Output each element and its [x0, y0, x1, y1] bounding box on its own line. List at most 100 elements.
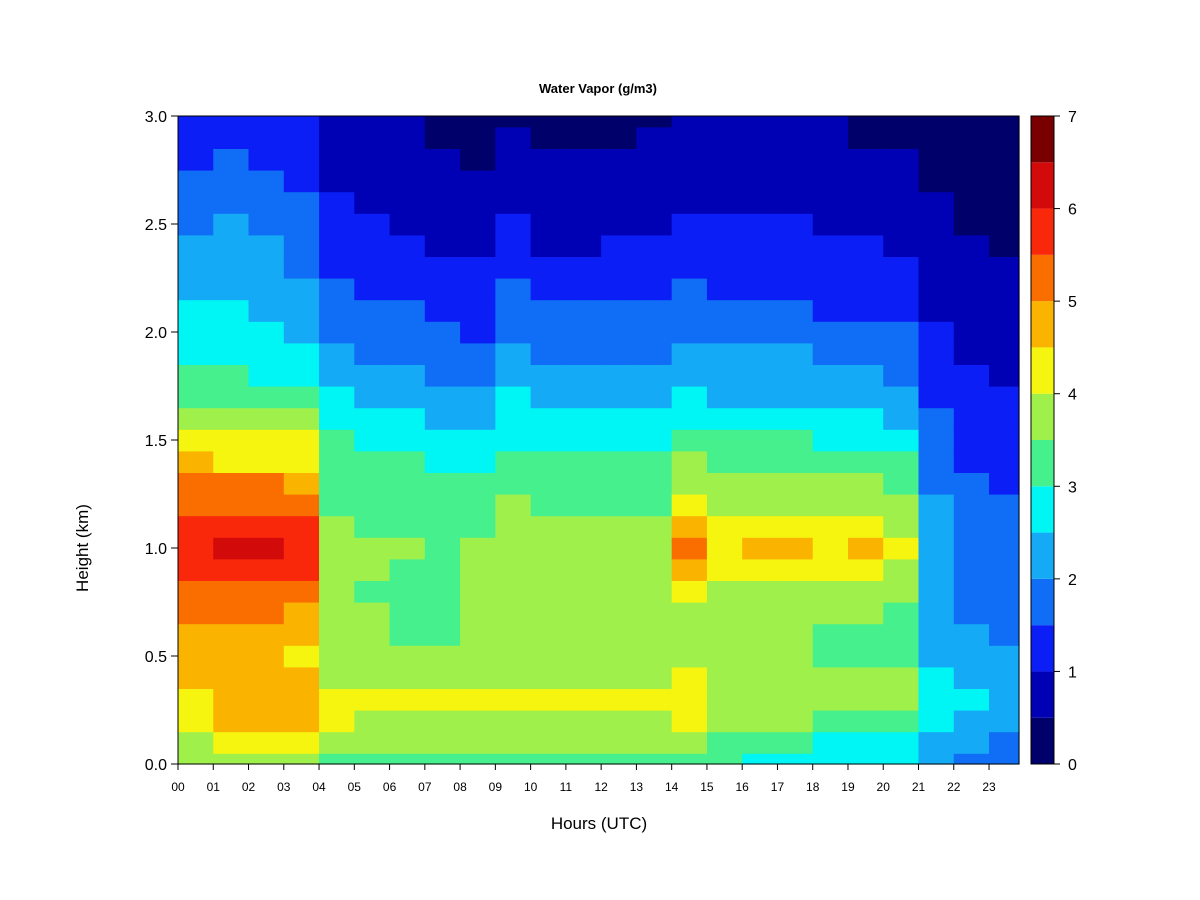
heatmap-cell [601, 170, 637, 193]
heatmap-cell [847, 386, 884, 409]
heatmap-cell [565, 429, 602, 452]
x-tick-label: 05 [348, 780, 362, 794]
heatmap-cell [601, 126, 637, 149]
heatmap-cell [777, 191, 814, 214]
heatmap-cell [248, 213, 285, 236]
heatmap-cell [354, 494, 391, 517]
heatmap-cell [812, 213, 849, 236]
heatmap-cell [742, 580, 779, 603]
x-tick-label: 21 [912, 780, 926, 794]
heatmap-cell [706, 407, 743, 430]
heatmap-cell [777, 148, 814, 171]
x-tick-label: 13 [630, 780, 644, 794]
heatmap-cell [601, 429, 637, 452]
heatmap-cell [671, 116, 708, 128]
colorbar-tick-label: 3 [1068, 479, 1077, 496]
heatmap-cell [777, 558, 814, 581]
heatmap-cell [601, 213, 637, 236]
heatmap-cell [989, 213, 1020, 236]
heatmap-cell [565, 116, 602, 128]
colorbar-swatch [1031, 393, 1054, 440]
heatmap-cell [178, 321, 214, 344]
heatmap-cell [354, 580, 391, 603]
heatmap-cell [706, 278, 743, 301]
heatmap-cell [460, 342, 496, 365]
heatmap-cell [989, 753, 1020, 765]
heatmap-cell [671, 213, 708, 236]
heatmap-cell [812, 234, 849, 257]
heatmap-cell [989, 126, 1020, 149]
heatmap-cell [530, 321, 567, 344]
heatmap-cell [424, 170, 461, 193]
heatmap-cell [460, 645, 496, 668]
heatmap-cell [601, 299, 637, 322]
heatmap-cell [319, 256, 355, 279]
heatmap-cell [777, 731, 814, 754]
heatmap-cell [178, 278, 214, 301]
heatmap-cell [953, 494, 990, 517]
heatmap-cell [847, 537, 884, 560]
heatmap-cell [883, 170, 920, 193]
heatmap-cell [777, 494, 814, 517]
x-axis-label: Hours (UTC) [551, 814, 647, 833]
heatmap-cell [319, 537, 355, 560]
heatmap-cell [953, 580, 990, 603]
heatmap-cell [389, 515, 426, 538]
heatmap-cell [777, 472, 814, 495]
heatmap-cell [530, 623, 567, 646]
heatmap-cell [847, 234, 884, 257]
heatmap-cell [812, 558, 849, 581]
heatmap-cell [565, 753, 602, 765]
heatmap-cell [495, 666, 532, 689]
heatmap-cell [213, 170, 250, 193]
heatmap-cell [354, 342, 391, 365]
heatmap-cell [460, 450, 496, 473]
heatmap-cell [706, 537, 743, 560]
heatmap-cell [530, 494, 567, 517]
heatmap-cell [389, 580, 426, 603]
heatmap-cell [178, 472, 214, 495]
heatmap-cell [601, 364, 637, 387]
heatmap-cell [530, 537, 567, 560]
heatmap-cell [319, 116, 355, 128]
heatmap-cell [883, 342, 920, 365]
heatmap-cell [636, 731, 673, 754]
heatmap-cell [213, 213, 250, 236]
heatmap-cell [248, 256, 285, 279]
y-tick-label: 2.5 [145, 217, 167, 234]
x-tick-label: 02 [242, 780, 256, 794]
heatmap-cell [319, 386, 355, 409]
heatmap-cell [530, 731, 567, 754]
heatmap-cell [601, 602, 637, 625]
heatmap-cell [601, 472, 637, 495]
heatmap-cell [953, 731, 990, 754]
heatmap-cell [283, 731, 320, 754]
heatmap-cell [706, 364, 743, 387]
heatmap-cell [918, 148, 955, 171]
heatmap-cell [354, 126, 391, 149]
heatmap-cell [883, 580, 920, 603]
heatmap-cell [601, 580, 637, 603]
heatmap-cell [460, 116, 496, 128]
heatmap-cell [565, 342, 602, 365]
heatmap-cell [213, 731, 250, 754]
heatmap-cell [989, 558, 1020, 581]
heatmap-cell [847, 278, 884, 301]
heatmap-cell [706, 234, 743, 257]
heatmap-cell [530, 472, 567, 495]
heatmap-cell [424, 731, 461, 754]
heatmap-cell [812, 256, 849, 279]
heatmap-cell [565, 299, 602, 322]
heatmap-cell [283, 278, 320, 301]
heatmap-cell [389, 116, 426, 128]
heatmap-cell [953, 558, 990, 581]
heatmap-cell [248, 191, 285, 214]
heatmap-cell [601, 645, 637, 668]
heatmap-cell [706, 558, 743, 581]
heatmap-cell [847, 191, 884, 214]
heatmap-cell [671, 623, 708, 646]
heatmap-cell [706, 753, 743, 765]
heatmap-cell [389, 494, 426, 517]
heatmap-cell [742, 623, 779, 646]
heatmap-cell [460, 213, 496, 236]
